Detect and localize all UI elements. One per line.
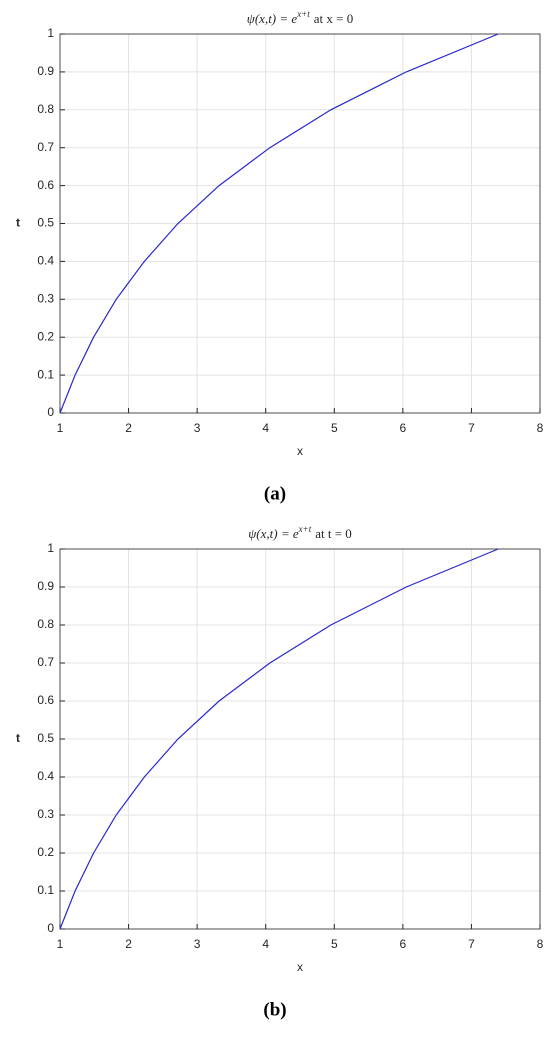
x-tick-label: 1 [57, 421, 64, 435]
x-tick-label: 7 [468, 421, 475, 435]
x-tick-label: 8 [537, 937, 544, 951]
y-tick-label: 0.2 [37, 329, 54, 343]
x-tick-label: 1 [57, 937, 64, 951]
y-tick-label: 0.9 [37, 579, 54, 593]
y-axis-label: t [16, 216, 20, 230]
y-tick-label: 0.6 [37, 693, 54, 707]
y-tick-label: 0.6 [37, 178, 54, 192]
y-tick-label: 0.3 [37, 291, 54, 305]
x-tick-label: 4 [262, 421, 269, 435]
y-tick-label: 0.4 [37, 254, 54, 268]
y-tick-label: 0.7 [37, 140, 54, 154]
title-suffix: at t = 0 [315, 526, 352, 541]
y-tick-label: 0.5 [37, 216, 54, 230]
x-tick-label: 3 [194, 421, 201, 435]
y-tick-label: 0.8 [37, 617, 54, 631]
y-tick-label: 0.5 [37, 731, 54, 745]
data-line [59, 33, 499, 414]
x-axis-label: x [297, 444, 303, 458]
data-line [59, 548, 499, 930]
caption: (a) [264, 483, 286, 504]
y-tick-label: 0 [47, 921, 54, 935]
title-suffix: at x = 0 [314, 11, 353, 26]
y-tick-label: 0.7 [37, 655, 54, 669]
x-tick-label: 7 [468, 937, 475, 951]
y-tick-label: 1 [47, 26, 54, 40]
y-tick-label: 0.3 [37, 807, 54, 821]
y-tick-label: 0.2 [37, 845, 54, 859]
y-tick-label: 0 [47, 405, 54, 419]
y-tick-label: 1 [47, 541, 54, 555]
chart-title: ψ(x,t) = ex+t at x = 0 [247, 9, 353, 26]
y-tick-label: 0.8 [37, 102, 54, 116]
y-tick-label: 0.1 [37, 367, 54, 381]
x-tick-label: 4 [262, 937, 269, 951]
x-tick-label: 6 [400, 937, 407, 951]
x-tick-label: 2 [125, 937, 132, 951]
title-main: ψ(x,t) = e [247, 11, 298, 26]
chart-title: ψ(x,t) = ex+t at t = 0 [248, 524, 352, 541]
title-superscript: x+t [298, 524, 312, 534]
caption: (b) [263, 999, 286, 1020]
title-superscript: x+t [296, 9, 310, 19]
y-axis-label: t [16, 731, 20, 745]
y-tick-label: 0.1 [37, 883, 54, 897]
x-axis-label: x [297, 960, 303, 974]
x-tick-label: 8 [537, 421, 544, 435]
x-tick-label: 6 [400, 421, 407, 435]
x-tick-label: 3 [194, 937, 201, 951]
x-tick-label: 5 [331, 937, 338, 951]
plot-frame [59, 33, 541, 414]
y-tick-label: 0.4 [37, 769, 54, 783]
x-tick-label: 2 [125, 421, 132, 435]
plot-frame [59, 548, 541, 930]
y-tick-label: 0.9 [37, 64, 54, 78]
x-tick-label: 5 [331, 421, 338, 435]
title-main: ψ(x,t) = e [248, 526, 299, 541]
